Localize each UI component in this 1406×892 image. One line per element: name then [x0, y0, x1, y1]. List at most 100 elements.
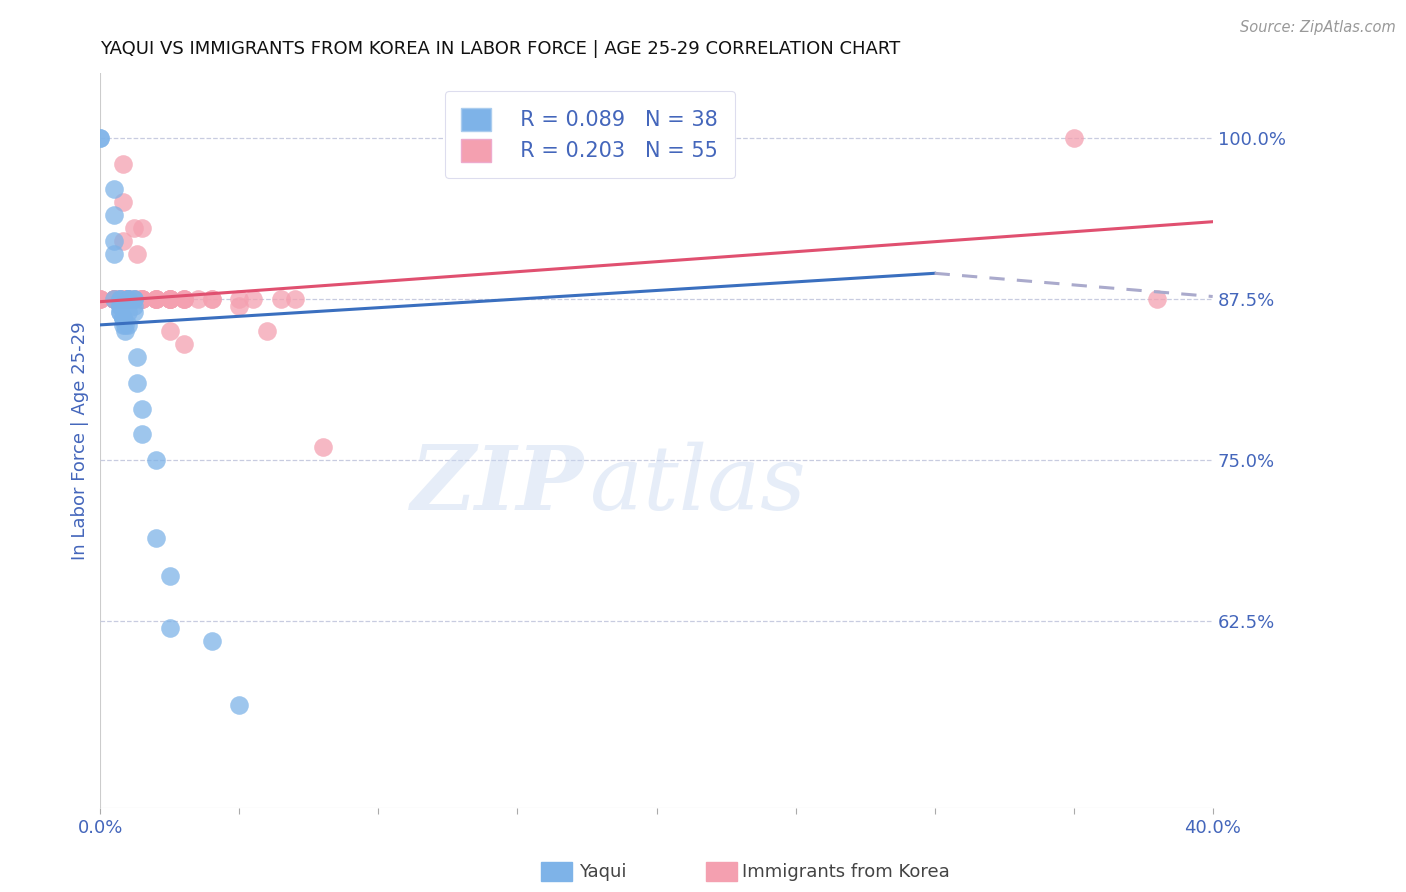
Point: [103, 292, 125, 306]
Point: [159, 569, 181, 583]
Point: [159, 621, 181, 635]
Point: [242, 292, 264, 306]
Point: [108, 292, 131, 306]
Point: [122, 221, 145, 235]
Point: [114, 318, 136, 332]
Point: [114, 324, 136, 338]
Point: [270, 292, 292, 306]
Point: [103, 292, 125, 306]
Point: [125, 292, 148, 306]
Point: [159, 292, 181, 306]
Point: [159, 292, 181, 306]
Text: atlas: atlas: [589, 442, 806, 528]
Point: [131, 401, 153, 416]
Point: [145, 292, 167, 306]
Point: [145, 292, 167, 306]
Text: Yaqui: Yaqui: [579, 863, 627, 881]
Point: [108, 292, 131, 306]
Point: [117, 292, 139, 306]
Point: [114, 292, 136, 306]
Point: [173, 292, 195, 306]
Point: [122, 292, 145, 306]
Point: [131, 292, 153, 306]
Point: [1063, 131, 1085, 145]
Point: [117, 292, 139, 306]
Point: [187, 292, 209, 306]
Point: [117, 292, 139, 306]
Point: [111, 311, 134, 326]
Point: [103, 182, 125, 196]
Point: [125, 376, 148, 390]
Point: [108, 292, 131, 306]
Point: [111, 318, 134, 332]
Point: [122, 292, 145, 306]
Point: [145, 531, 167, 545]
Point: [114, 292, 136, 306]
Text: Immigrants from Korea: Immigrants from Korea: [742, 863, 950, 881]
Point: [122, 292, 145, 306]
Point: [125, 247, 148, 261]
Point: [122, 299, 145, 313]
Point: [103, 292, 125, 306]
Point: [228, 292, 250, 306]
Point: [145, 292, 167, 306]
Point: [173, 337, 195, 351]
Text: ZIP: ZIP: [411, 442, 585, 528]
Point: [111, 311, 134, 326]
Point: [89, 292, 111, 306]
Point: [131, 292, 153, 306]
Point: [103, 292, 125, 306]
Point: [103, 292, 125, 306]
Point: [159, 292, 181, 306]
Point: [200, 633, 222, 648]
Point: [89, 292, 111, 306]
Point: [145, 292, 167, 306]
Point: [108, 299, 131, 313]
Point: [108, 292, 131, 306]
Y-axis label: In Labor Force | Age 25-29: In Labor Force | Age 25-29: [72, 322, 89, 560]
Point: [117, 292, 139, 306]
Point: [125, 350, 148, 364]
Point: [131, 427, 153, 442]
Point: [108, 292, 131, 306]
Point: [117, 305, 139, 319]
Point: [89, 131, 111, 145]
Point: [312, 441, 335, 455]
Point: [103, 234, 125, 248]
Point: [284, 292, 307, 306]
Point: [117, 292, 139, 306]
Point: [131, 292, 153, 306]
Point: [145, 453, 167, 467]
Text: YAQUI VS IMMIGRANTS FROM KOREA IN LABOR FORCE | AGE 25-29 CORRELATION CHART: YAQUI VS IMMIGRANTS FROM KOREA IN LABOR …: [100, 40, 901, 58]
Point: [103, 247, 125, 261]
Text: Source: ZipAtlas.com: Source: ZipAtlas.com: [1240, 20, 1396, 35]
Point: [117, 292, 139, 306]
Point: [1146, 292, 1168, 306]
Point: [89, 292, 111, 306]
Point: [108, 305, 131, 319]
Point: [117, 318, 139, 332]
Point: [159, 292, 181, 306]
Point: [111, 195, 134, 210]
Point: [122, 305, 145, 319]
Point: [228, 299, 250, 313]
Point: [131, 221, 153, 235]
Point: [228, 698, 250, 713]
Point: [256, 324, 278, 338]
Point: [111, 157, 134, 171]
Point: [200, 292, 222, 306]
Point: [89, 131, 111, 145]
Point: [103, 292, 125, 306]
Point: [117, 292, 139, 306]
Point: [159, 324, 181, 338]
Point: [200, 292, 222, 306]
Point: [173, 292, 195, 306]
Point: [111, 311, 134, 326]
Legend:   R = 0.089   N = 38,   R = 0.203   N = 55: R = 0.089 N = 38, R = 0.203 N = 55: [444, 91, 735, 178]
Point: [111, 234, 134, 248]
Point: [131, 292, 153, 306]
Point: [103, 208, 125, 222]
Point: [173, 292, 195, 306]
Point: [108, 299, 131, 313]
Point: [108, 305, 131, 319]
